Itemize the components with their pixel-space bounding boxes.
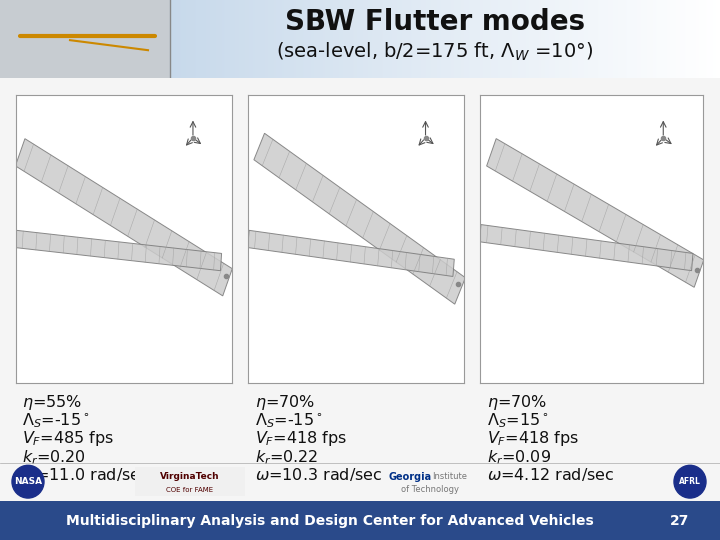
Text: $V_F$=418 fps: $V_F$=418 fps	[487, 429, 579, 448]
Polygon shape	[22, 23, 35, 36]
Text: $\eta$=70%: $\eta$=70%	[487, 393, 547, 411]
Circle shape	[12, 465, 44, 498]
Polygon shape	[487, 139, 703, 287]
Polygon shape	[254, 133, 465, 304]
Text: 27: 27	[670, 514, 690, 528]
Text: AFRL: AFRL	[679, 477, 701, 486]
Text: NASA: NASA	[14, 477, 42, 486]
Text: $k_r$=0.20: $k_r$=0.20	[22, 448, 86, 467]
Polygon shape	[15, 139, 233, 296]
Text: Georgia: Georgia	[388, 471, 431, 482]
Polygon shape	[50, 26, 155, 46]
Text: $V_F$=485 fps: $V_F$=485 fps	[22, 429, 114, 448]
Text: $\omega$=10.3 rad/sec: $\omega$=10.3 rad/sec	[255, 467, 382, 483]
Text: $\Lambda_S$=15$^\circ$: $\Lambda_S$=15$^\circ$	[487, 411, 549, 430]
Circle shape	[674, 465, 706, 498]
Text: VirginaTech: VirginaTech	[160, 472, 220, 481]
Text: $\omega$=4.12 rad/sec: $\omega$=4.12 rad/sec	[487, 467, 614, 483]
Text: Multidisciplinary Analysis and Design Center for Advanced Vehicles: Multidisciplinary Analysis and Design Ce…	[66, 514, 594, 528]
Text: COE for FAME: COE for FAME	[166, 487, 214, 493]
Polygon shape	[480, 225, 693, 271]
Text: of Technology: of Technology	[401, 485, 459, 494]
Text: SBW Flutter modes: SBW Flutter modes	[285, 8, 585, 36]
Polygon shape	[248, 231, 454, 276]
Text: $\eta$=55%: $\eta$=55%	[22, 393, 83, 411]
Text: $\Lambda_S$=-15$^\circ$: $\Lambda_S$=-15$^\circ$	[255, 411, 323, 430]
Text: $\Lambda_S$=-15$^\circ$: $\Lambda_S$=-15$^\circ$	[22, 411, 90, 430]
Polygon shape	[15, 231, 222, 271]
FancyBboxPatch shape	[0, 501, 720, 540]
Text: $\omega$=11.0 rad/sec: $\omega$=11.0 rad/sec	[22, 467, 150, 483]
Text: $k_r$=0.22: $k_r$=0.22	[255, 448, 318, 467]
FancyBboxPatch shape	[135, 467, 245, 496]
Text: $\eta$=70%: $\eta$=70%	[255, 393, 315, 411]
Text: (sea-level, b/2=175 ft, $\Lambda_W$ =10°): (sea-level, b/2=175 ft, $\Lambda_W$ =10°…	[276, 41, 594, 63]
Text: $V_F$=418 fps: $V_F$=418 fps	[255, 429, 347, 448]
Polygon shape	[18, 32, 55, 40]
Text: $k_r$=0.09: $k_r$=0.09	[487, 448, 551, 467]
Text: Institute: Institute	[433, 472, 467, 481]
